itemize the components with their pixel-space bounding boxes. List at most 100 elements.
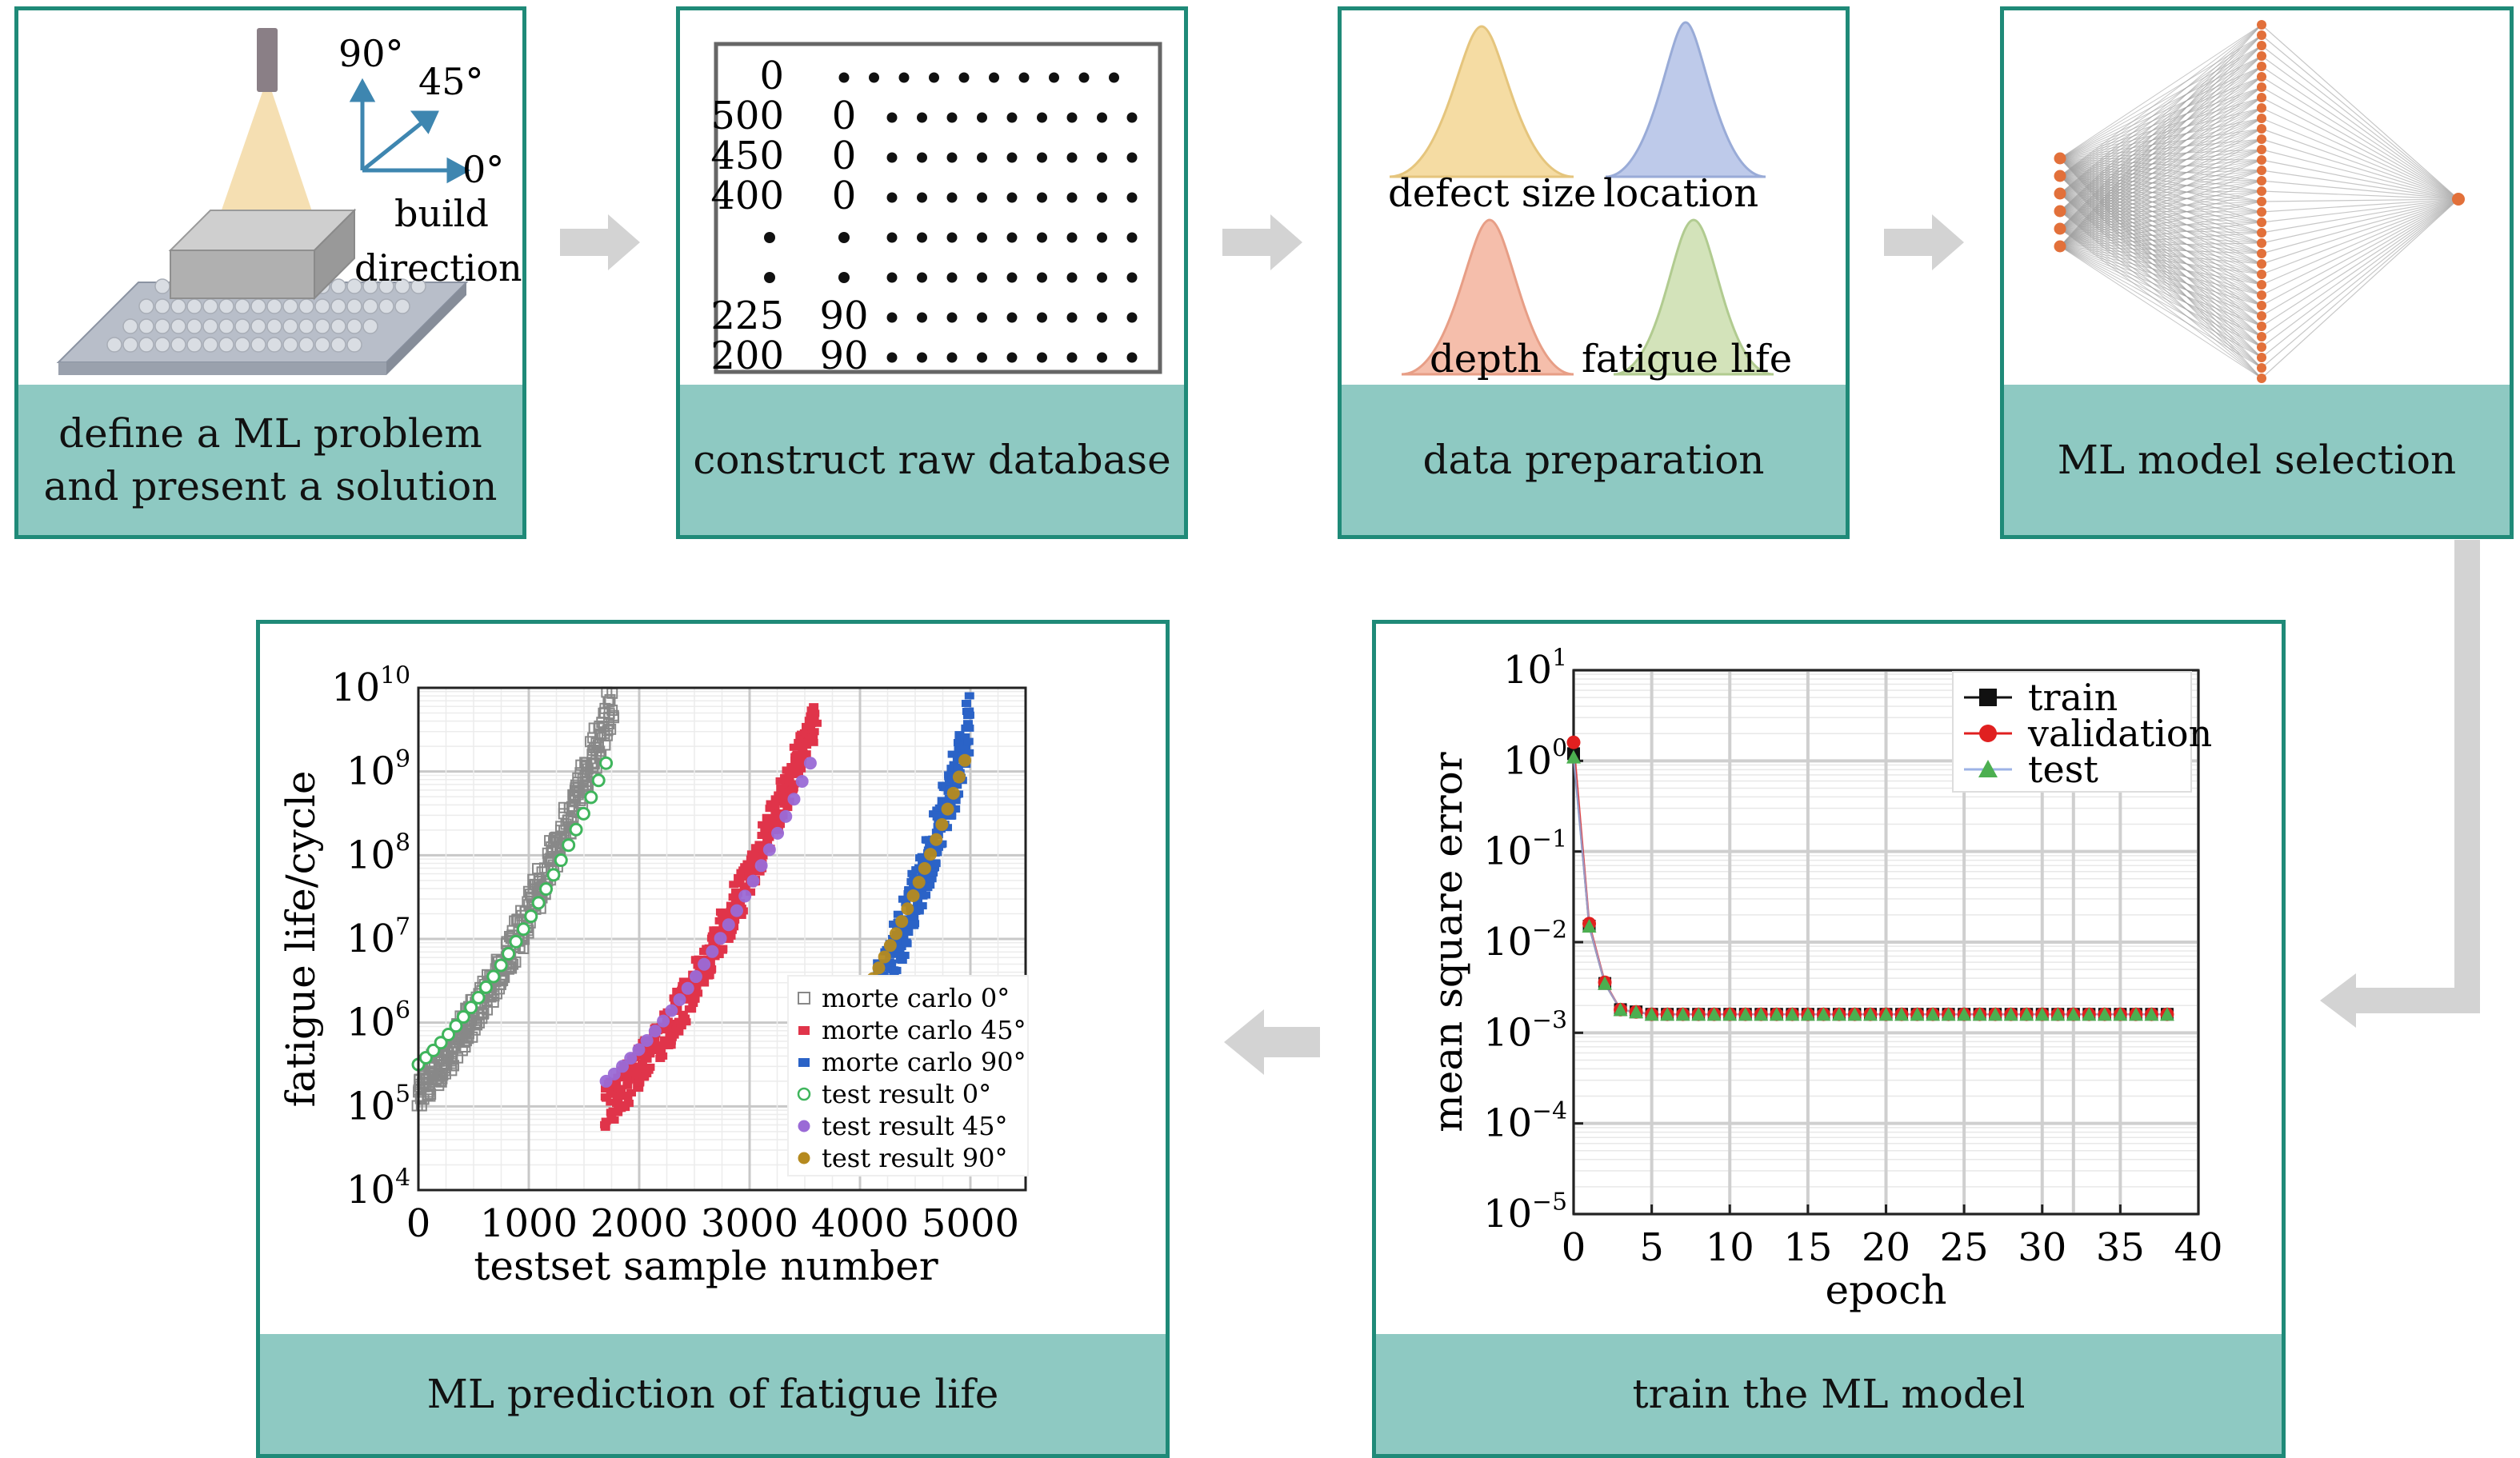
pred-point-mc45 — [642, 1055, 652, 1063]
pred-point-mc45 — [726, 932, 736, 940]
nn-edge-out — [2261, 198, 2459, 286]
db-value-b: 90 — [819, 334, 868, 378]
pred-point-tr90 — [935, 817, 949, 831]
nn-edge-in — [2059, 201, 2262, 230]
pred-point-tr0 — [434, 1036, 448, 1050]
nn-hidden-node — [2257, 363, 2266, 373]
pred-point-mc45 — [654, 1043, 665, 1051]
test-point — [1894, 1007, 1910, 1021]
pred-point-mc45 — [757, 832, 767, 840]
nn-edge-out — [2261, 159, 2459, 200]
pred-point-mc90 — [898, 933, 909, 941]
pred-point-mc45 — [613, 1108, 623, 1116]
test-point — [1644, 1007, 1659, 1021]
nn-edge-out — [2261, 198, 2459, 223]
pred-point-mc45 — [787, 786, 798, 794]
nn-edge-in — [2059, 55, 2262, 159]
network-nodes — [2054, 20, 2465, 383]
nn-edge-in — [2059, 159, 2262, 230]
nn-hidden-node — [2257, 62, 2266, 71]
pred-point-mc45 — [601, 1117, 611, 1125]
nn-edge-out — [2261, 198, 2459, 202]
flow-arrow-4 — [2320, 540, 2480, 1028]
pred-point-mc45 — [718, 910, 728, 918]
nn-hidden-node — [2257, 72, 2266, 82]
pred-point-mc45 — [733, 889, 743, 897]
nn-edge-in — [2059, 228, 2262, 338]
legend-label-validation: validation — [2027, 712, 2212, 755]
pred-point-mc45 — [798, 745, 808, 753]
nn-edge-in — [2059, 97, 2262, 247]
db-cell-dot — [958, 72, 970, 83]
panel-train-model: 101 100 10−1 10−2 10−3 10−4 10−5 0 5 10 15 20 25 30 35… — [1372, 620, 2286, 1458]
pred-point-mc0 — [605, 723, 617, 735]
nn-edge-in — [2059, 228, 2262, 254]
pred-x-tick-label: 2000 — [590, 1201, 688, 1246]
panel-prediction: 1010 109 108 107 106 105 104 0 1000 2000 3000 4000 5… — [256, 620, 1170, 1458]
pred-y-tick-label: 104 — [346, 1164, 410, 1212]
pred-point-mc90 — [926, 875, 937, 883]
train-y-axis-label: mean square error — [1425, 752, 1471, 1132]
nn-edge-out — [2261, 198, 2459, 244]
db-value-b: 0 — [832, 134, 857, 178]
panel-model-selection: ML model selection — [2000, 6, 2514, 539]
nn-edge-out — [2261, 198, 2459, 306]
pred-point-mc90 — [960, 733, 970, 741]
pred-point-tr0 — [554, 853, 568, 868]
nn-edge-in — [2059, 211, 2262, 247]
am-build-illustration: 90° 45° 0° build direction — [56, 28, 522, 375]
nn-edge-in — [2059, 222, 2262, 247]
db-cell-dot — [1006, 272, 1018, 283]
nn-edge-out — [2261, 198, 2459, 234]
db-cell-dot — [1037, 312, 1047, 323]
pred-point-mc45 — [623, 1099, 634, 1107]
nn-edge-in — [2059, 45, 2262, 247]
nn-hidden-node — [2257, 51, 2266, 61]
pred-point-mc45 — [796, 765, 806, 773]
pred-point-mc45 — [780, 792, 790, 800]
db-cell-dot — [1066, 232, 1078, 243]
pred-point-mc90 — [947, 750, 958, 758]
pred-point-tr45 — [698, 957, 711, 971]
nn-edge-out — [2261, 198, 2459, 317]
pred-point-tr90 — [883, 939, 897, 953]
pred-point-mc45 — [634, 1085, 644, 1093]
pred-point-mc45 — [810, 709, 820, 717]
db-cell-dot — [917, 272, 927, 283]
nn-hidden-node — [2257, 82, 2266, 92]
nn-edge-out — [2261, 118, 2459, 200]
nn-edge-in — [2059, 118, 2262, 247]
pred-point-mc45 — [764, 833, 774, 841]
db-cell-dot — [1037, 232, 1047, 243]
nn-edge-out — [2261, 198, 2459, 296]
db-cell-dot — [838, 72, 850, 83]
pred-point-tr0 — [456, 1009, 470, 1024]
pred-point-mc45 — [774, 791, 784, 799]
nn-input-node — [2054, 170, 2066, 182]
test-point — [1598, 976, 1613, 990]
nn-input-node — [2054, 222, 2066, 235]
pred-point-mc90 — [890, 950, 901, 958]
pred-point-mc45 — [626, 1061, 636, 1069]
pred-point-tr45 — [607, 1067, 621, 1081]
nn-edge-in — [2059, 242, 2262, 247]
nn-edge-out — [2261, 198, 2459, 254]
nn-edge-in — [2059, 228, 2262, 275]
test-point — [2050, 1007, 2066, 1021]
pred-point-tr0 — [449, 1019, 463, 1033]
flow-arrow-5 — [1224, 1009, 1320, 1075]
legend-marker-train — [1979, 689, 1997, 706]
pred-point-mc45 — [738, 873, 748, 881]
pred-point-mc0 — [482, 1004, 494, 1016]
nn-edge-in — [2059, 228, 2262, 265]
db-cell-dot — [886, 232, 898, 243]
pred-point-mc90 — [901, 938, 911, 946]
pred-point-tr45 — [689, 970, 702, 984]
test-point — [2034, 1007, 2050, 1021]
db-cell-dot — [977, 352, 987, 363]
db-cell-dot — [1037, 112, 1047, 123]
pred-y-axis-label: fatigue life/cycle — [278, 771, 324, 1108]
db-value-b: 90 — [819, 294, 868, 338]
pred-point-mc90 — [913, 898, 923, 906]
panel-prediction-label-text: ML prediction of fatigue life — [426, 1371, 999, 1417]
